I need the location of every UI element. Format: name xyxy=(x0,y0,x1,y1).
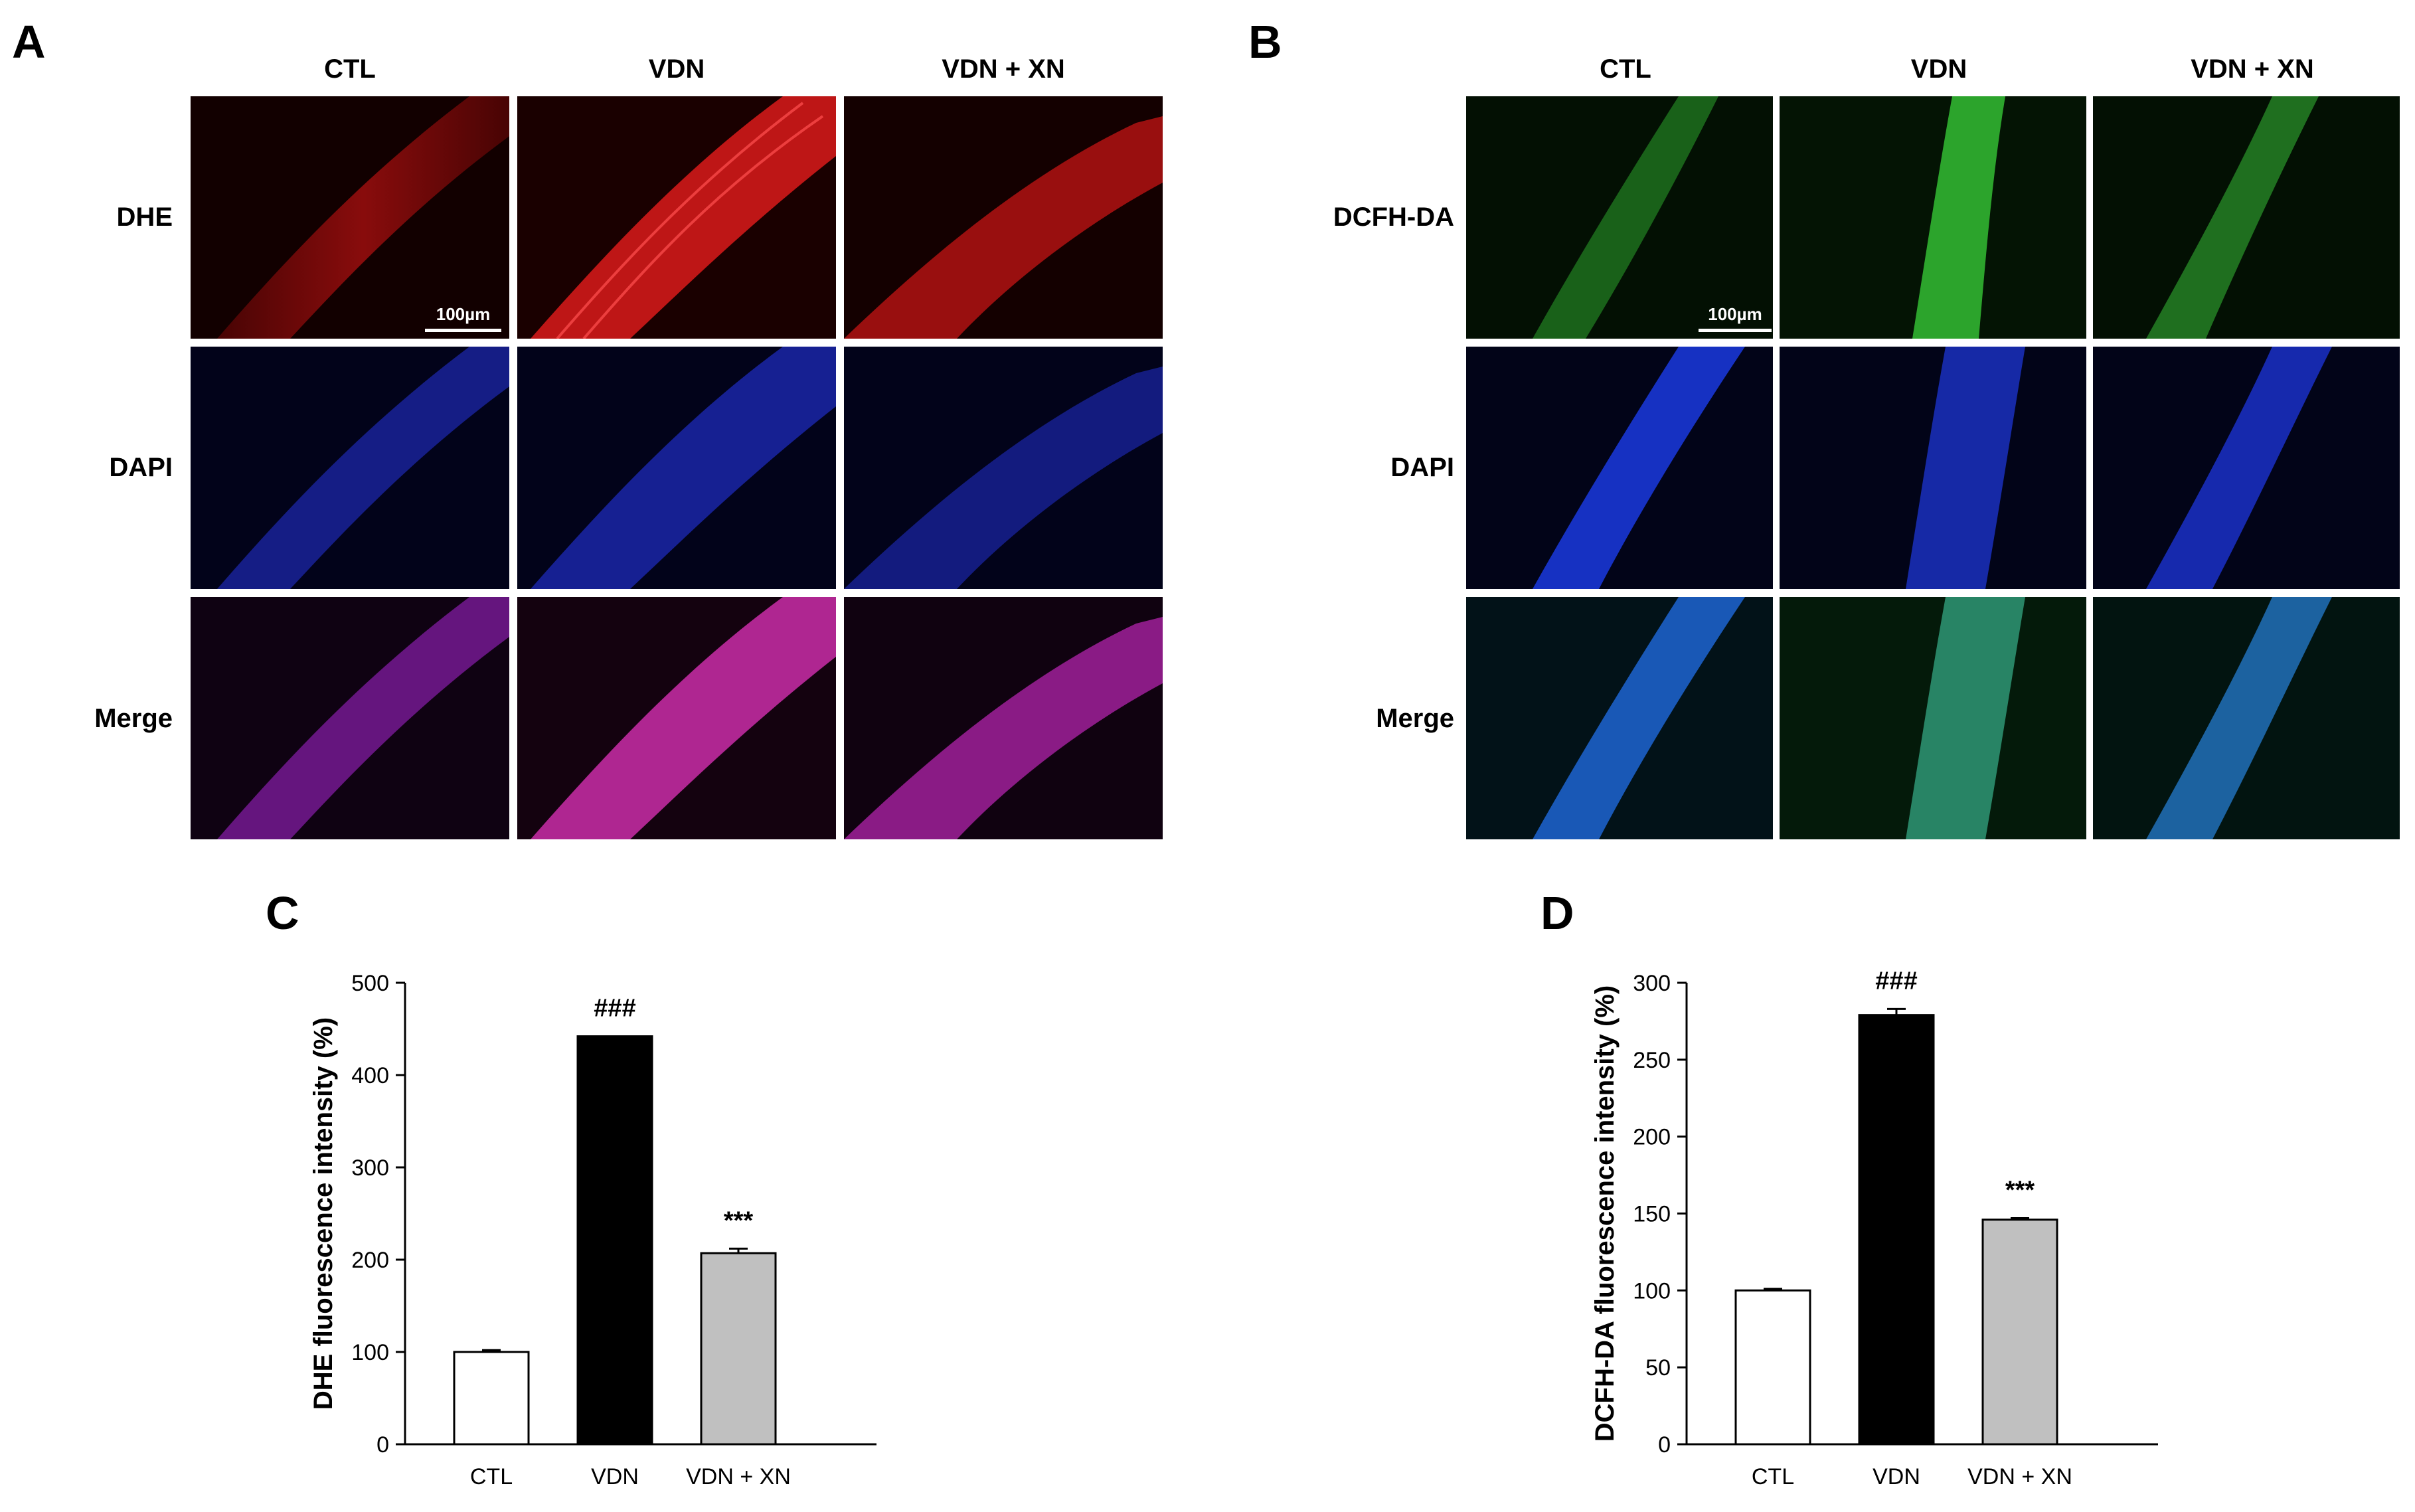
chart-d-x-tick-label: VDN xyxy=(1873,1464,1920,1489)
panel-letter-b: B xyxy=(1248,16,1282,68)
chart-c-y-tick-label: 200 xyxy=(351,1248,389,1273)
chart-d-bar xyxy=(1981,1218,2058,1446)
chart-c-y-tick-label: 0 xyxy=(376,1432,389,1458)
chart-d-y-tick-label: 0 xyxy=(1658,1432,1671,1458)
panel-a-col-vdn: VDN xyxy=(648,54,705,84)
micrograph-a-dapi-ctl xyxy=(191,347,509,589)
panel-b-col-ctl: CTL xyxy=(1600,54,1651,84)
panel-a-scale-bar: 100µm xyxy=(425,304,501,332)
chart-c-bar xyxy=(453,1351,530,1446)
chart-c-x-tick-label: CTL xyxy=(470,1464,513,1489)
chart-d-significance-label: ### xyxy=(1875,967,1917,995)
panel-a-row-dapi: DAPI xyxy=(109,453,173,482)
chart-d-y-tick-label: 50 xyxy=(1645,1355,1671,1381)
panel-b-col-vdn-xn: VDN + XN xyxy=(2191,54,2314,84)
micrograph-a-dapi-vdn-xn xyxy=(844,347,1163,589)
chart-d-y-tick-label: 100 xyxy=(1633,1278,1671,1303)
panel-letter-c: C xyxy=(266,887,299,939)
panel-b-row-dcfh-da: DCFH-DA xyxy=(1333,203,1454,232)
chart-d-dcfh-da-intensity: 0 50 100 150 200 250 300 DCFH-DA fluorescence i… xyxy=(1590,967,2158,1489)
micrograph-b-dapi-vdn-xn xyxy=(2093,347,2400,589)
chart-c-bar xyxy=(576,1035,653,1446)
chart-d-y-tick-label: 250 xyxy=(1633,1048,1671,1073)
chart-d-x-tick-label: VDN + XN xyxy=(1967,1464,2072,1489)
chart-d-x-tick-label: CTL xyxy=(1752,1464,1794,1489)
chart-c-y-tick-label: 100 xyxy=(351,1340,389,1365)
micrograph-a-merge-vdn xyxy=(517,597,836,839)
panel-b-col-vdn: VDN xyxy=(1910,54,1967,84)
chart-c-significance-label: *** xyxy=(724,1207,754,1234)
micrograph-a-merge-ctl xyxy=(191,597,509,839)
micrograph-b-dcfh-vdn-xn xyxy=(2093,96,2400,339)
micrograph-a-dhe-vdn-xn xyxy=(844,96,1163,339)
chart-c-dhe-intensity: 0 100 200 300 400 500 DHE fluorescence intensi… xyxy=(309,971,876,1489)
chart-d-y-tick-label: 150 xyxy=(1633,1202,1671,1227)
panel-a-col-ctl: CTL xyxy=(324,54,376,84)
panel-a-scale-bar-label: 100µm xyxy=(436,304,491,324)
micrograph-b-dapi-ctl xyxy=(1466,347,1773,589)
micrograph-a-dapi-vdn xyxy=(517,347,836,589)
chart-c-x-tick-label: VDN + XN xyxy=(686,1464,791,1489)
panel-a-row-dhe: DHE xyxy=(116,203,173,232)
chart-d-y-axis-label: DCFH-DA fluorescence intensity (%) xyxy=(1590,985,1620,1442)
panel-b-scale-bar-label: 100µm xyxy=(1708,304,1762,324)
micrograph-b-dcfh-ctl xyxy=(1466,96,1773,339)
micrograph-b-merge-vdn-xn xyxy=(2093,597,2400,839)
micrograph-a-dhe-ctl xyxy=(191,96,509,339)
chart-d-y-tick-label: 200 xyxy=(1633,1125,1671,1150)
panel-b-row-dapi: DAPI xyxy=(1390,453,1454,482)
micrograph-a-dhe-vdn xyxy=(517,96,836,339)
chart-c-bar xyxy=(700,1252,777,1446)
panel-b-scale-bar: 100µm xyxy=(1699,304,1772,332)
chart-c-y-tick-label: 300 xyxy=(351,1155,389,1181)
panel-letter-a: A xyxy=(12,16,46,68)
micrograph-b-dapi-vdn xyxy=(1780,347,2086,589)
chart-c-y-axis-label: DHE fluorescence intensity (%) xyxy=(309,1017,338,1410)
micrograph-b-merge-ctl xyxy=(1466,597,1773,839)
chart-c-y-tick-label: 500 xyxy=(351,971,389,996)
panel-a-col-vdn-xn: VDN + XN xyxy=(942,54,1065,84)
chart-d-bar xyxy=(1734,1289,1811,1446)
chart-d-significance-label: *** xyxy=(2005,1176,2035,1204)
chart-c-x-tick-label: VDN xyxy=(591,1464,639,1489)
chart-d-bar xyxy=(1858,1014,1935,1446)
micrograph-b-dcfh-vdn xyxy=(1780,96,2086,339)
micrograph-a-merge-vdn-xn xyxy=(844,597,1163,839)
chart-c-y-tick-label: 400 xyxy=(351,1063,389,1088)
micrograph-b-merge-vdn xyxy=(1780,597,2086,839)
panel-letter-d: D xyxy=(1541,887,1574,939)
chart-c-significance-label: ### xyxy=(594,995,635,1023)
panel-a-row-merge: Merge xyxy=(94,704,173,733)
chart-d-y-tick-label: 300 xyxy=(1633,971,1671,996)
panel-b-row-merge: Merge xyxy=(1376,704,1454,733)
